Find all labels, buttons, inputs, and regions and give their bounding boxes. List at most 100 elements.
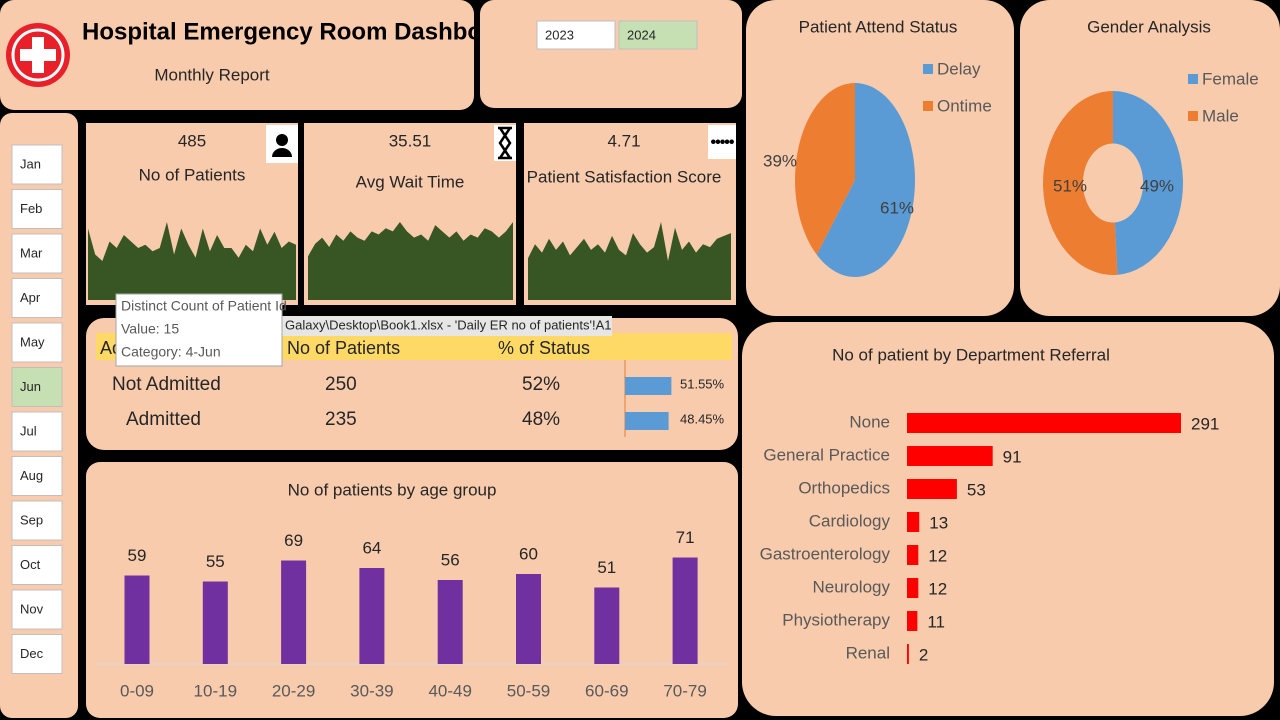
x-tick-label: 50-59 xyxy=(507,681,550,700)
table-cell: Admitted xyxy=(126,409,201,430)
y-tick-label: Neurology xyxy=(813,577,891,596)
legend-swatch xyxy=(923,101,933,111)
month-button[interactable] xyxy=(11,589,63,630)
month-button[interactable] xyxy=(11,367,63,407)
value-label: 56 xyxy=(441,550,460,569)
dots-icon: ••••• xyxy=(710,134,734,151)
slice-label: 51% xyxy=(1053,176,1087,195)
value-label: 13 xyxy=(929,513,948,532)
bar xyxy=(672,557,698,664)
month-button[interactable] xyxy=(11,144,63,185)
table-cell: 235 xyxy=(325,409,357,430)
header-panel xyxy=(0,0,474,110)
month-label: Jan xyxy=(20,156,41,171)
value-label: 60 xyxy=(519,544,538,563)
x-tick-label: 10-19 xyxy=(194,681,237,700)
month-button[interactable] xyxy=(11,500,63,541)
legend-label: Female xyxy=(1202,69,1259,88)
slice xyxy=(816,83,915,278)
slice xyxy=(1042,91,1118,275)
legend-label: Male xyxy=(1202,106,1239,125)
table-cell: 52% xyxy=(522,374,560,395)
subtitle: Monthly Report xyxy=(154,65,270,84)
slice-label: 61% xyxy=(880,198,914,217)
month-label: May xyxy=(20,334,45,349)
bar xyxy=(907,578,919,598)
bar xyxy=(359,568,385,664)
month-button[interactable] xyxy=(11,233,63,274)
month-button[interactable] xyxy=(11,545,63,585)
x-tick-label: 0-09 xyxy=(120,681,154,700)
legend-label: Delay xyxy=(937,59,981,78)
month-label: Sep xyxy=(20,512,43,527)
year-label: 2024 xyxy=(627,27,656,42)
x-tick-label: 20-29 xyxy=(272,681,315,700)
year-panel xyxy=(480,0,742,108)
slice-label: 49% xyxy=(1140,176,1174,195)
x-tick-label: 60-69 xyxy=(585,681,628,700)
value-label: 11 xyxy=(927,612,945,631)
value-label: 291 xyxy=(1191,414,1219,433)
x-tick-label: 30-39 xyxy=(350,681,393,700)
bar xyxy=(202,581,228,664)
icon-box xyxy=(494,125,516,161)
value-label: 12 xyxy=(928,579,947,598)
value-label: 2 xyxy=(919,645,928,664)
x-tick-label: 40-49 xyxy=(428,681,471,700)
y-tick-label: General Practice xyxy=(763,445,890,464)
tooltip-line: Value: 15 xyxy=(121,321,179,337)
legend-swatch xyxy=(1188,74,1198,84)
table-cell: 250 xyxy=(325,374,357,395)
bar xyxy=(907,479,957,499)
tooltip-line: Distinct Count of Patient Id xyxy=(121,298,287,314)
bar xyxy=(437,580,463,664)
table-header-cell: % of Status xyxy=(498,338,590,358)
age-panel xyxy=(86,462,738,718)
value-label: 64 xyxy=(362,538,381,557)
month-button[interactable] xyxy=(11,634,63,674)
month-button[interactable] xyxy=(11,456,63,496)
data-bar xyxy=(625,377,672,395)
bar xyxy=(281,560,307,664)
month-button[interactable] xyxy=(11,189,63,229)
chart-title: No of patients by age group xyxy=(288,480,497,499)
table-header-cell: No of Patients xyxy=(287,338,400,358)
year-label: 2023 xyxy=(545,27,574,42)
legend-label: Ontime xyxy=(937,96,992,115)
month-label: Oct xyxy=(20,557,41,572)
kpi-value: 35.51 xyxy=(389,131,432,150)
y-tick-label: Cardiology xyxy=(809,511,891,530)
month-button[interactable] xyxy=(11,411,63,452)
month-button[interactable] xyxy=(11,278,63,318)
slice xyxy=(1113,91,1183,275)
bar xyxy=(124,575,150,664)
overlay: Galaxy\Desktop\Book1.xlsx - 'Daily ER no… xyxy=(115,293,612,367)
y-tick-label: None xyxy=(849,412,890,431)
path-text: Galaxy\Desktop\Book1.xlsx - 'Daily ER no… xyxy=(285,317,612,332)
y-tick-label: Orthopedics xyxy=(798,478,890,497)
chart-title: Patient Attend Status xyxy=(799,17,958,36)
tooltip-line: Category: 4-Jun xyxy=(121,344,221,360)
month-label: Mar xyxy=(20,245,43,260)
title: Hospital Emergency Room Dashboard xyxy=(82,18,519,45)
bar xyxy=(907,611,918,631)
bar xyxy=(907,644,909,664)
month-label: Jun xyxy=(20,379,41,394)
sparkline-area xyxy=(528,222,731,300)
sparkline-area xyxy=(88,222,296,300)
marks: 2023 2024 Jan Feb Mar Apr May Jun Jul Aug Sep Oct No… xyxy=(11,17,1259,700)
month-label: Apr xyxy=(20,290,41,305)
icon-box xyxy=(708,125,736,159)
month-label: Feb xyxy=(20,201,42,216)
hourglass-icon xyxy=(497,126,513,160)
value-label: 71 xyxy=(676,528,695,547)
table-cell: Not Admitted xyxy=(112,374,221,395)
year-button[interactable] xyxy=(618,20,698,50)
y-tick-label: Renal xyxy=(846,643,890,662)
bar xyxy=(907,545,919,565)
value-label: 59 xyxy=(128,546,147,565)
year-button[interactable] xyxy=(536,20,616,50)
month-button[interactable] xyxy=(11,322,63,363)
bar xyxy=(907,446,993,466)
